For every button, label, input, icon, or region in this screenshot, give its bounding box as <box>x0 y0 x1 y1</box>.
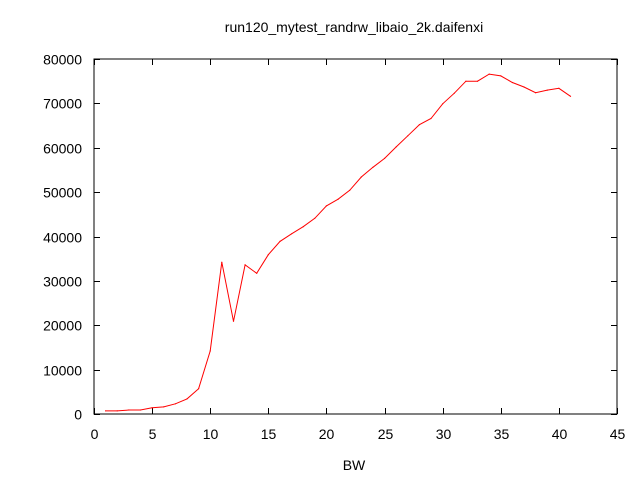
x-tick-label: 0 <box>91 426 99 442</box>
data-point <box>279 240 281 242</box>
y-tick-label: 0 <box>74 407 82 423</box>
data-point <box>337 198 339 200</box>
data-point <box>453 92 455 94</box>
data-point <box>349 189 351 191</box>
data-point <box>523 86 525 88</box>
data-point <box>442 103 444 105</box>
x-tick-label: 30 <box>436 426 452 442</box>
chart-title: run120_mytest_randrw_libaio_2k.daifenxi <box>225 19 483 35</box>
data-point <box>430 117 432 120</box>
data-point <box>291 233 293 235</box>
data-point <box>221 261 223 263</box>
x-tick-label: 35 <box>494 426 510 442</box>
y-tick-label: 10000 <box>43 363 82 379</box>
data-point <box>465 80 467 82</box>
y-tick-label: 50000 <box>43 185 82 201</box>
plot-border <box>93 58 618 415</box>
x-axis-label: BW <box>343 457 366 473</box>
data-point <box>488 73 490 75</box>
data-point <box>267 254 269 256</box>
data-point <box>209 350 211 352</box>
series-layer <box>105 73 572 412</box>
axis-tick-labels: 0 5 10 15 20 25 30 35 40 45 0 10000 20000 30000 40000 5… <box>43 52 625 443</box>
data-point <box>302 226 304 228</box>
plot-frame <box>93 58 618 415</box>
y-tick-label: 20000 <box>43 318 82 334</box>
x-tick-label: 45 <box>610 426 626 442</box>
data-point <box>476 80 479 82</box>
data-point <box>500 75 502 77</box>
data-point <box>186 398 188 400</box>
x-tick-label: 5 <box>149 426 157 442</box>
data-point <box>569 95 572 97</box>
data-point <box>325 205 327 207</box>
data-point <box>418 124 420 126</box>
data-point <box>151 407 153 409</box>
data-point <box>511 81 513 84</box>
data-point <box>395 146 397 148</box>
data-point <box>558 87 560 89</box>
data-point <box>384 157 386 159</box>
x-tick-label: 10 <box>203 426 219 442</box>
data-point <box>116 410 118 412</box>
y-tick-label: 60000 <box>43 141 82 157</box>
data-point <box>407 135 409 137</box>
data-point <box>314 217 316 219</box>
data-point <box>232 320 235 322</box>
x-tick-label: 20 <box>319 426 335 442</box>
y-tick-label: 80000 <box>43 52 82 68</box>
data-point <box>128 409 130 411</box>
x-tick-label: 40 <box>552 426 568 442</box>
x-tick-label: 25 <box>378 426 394 442</box>
axis-ticks <box>94 59 618 415</box>
y-tick-label: 40000 <box>43 230 82 246</box>
data-point <box>546 89 548 91</box>
data-point <box>360 176 362 178</box>
data-point <box>198 388 200 390</box>
data-point <box>535 92 537 94</box>
data-point <box>163 406 165 408</box>
data-point <box>139 409 142 411</box>
data-point <box>105 410 107 412</box>
x-tick-label: 15 <box>261 426 277 442</box>
data-point <box>174 403 176 405</box>
y-tick-label: 70000 <box>43 96 82 112</box>
y-tick-label: 30000 <box>43 274 82 290</box>
data-point <box>372 166 374 168</box>
data-point <box>244 264 246 266</box>
data-point <box>256 272 258 274</box>
series-line <box>105 73 571 412</box>
